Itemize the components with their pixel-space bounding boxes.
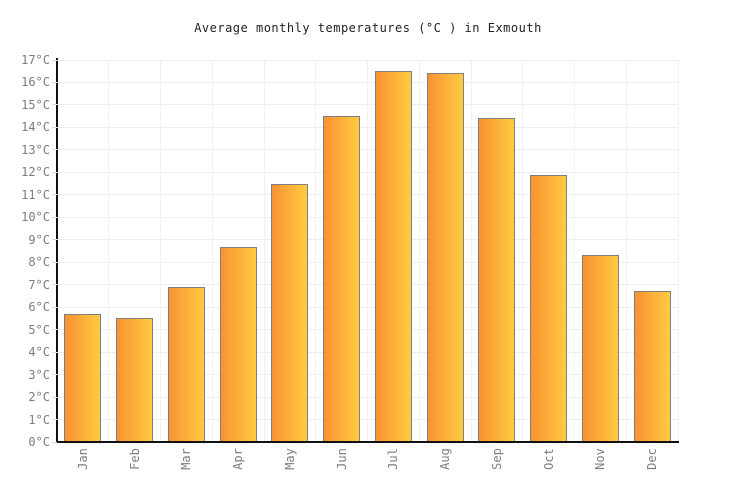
gridline-v <box>315 60 317 442</box>
x-axis-label-may: May <box>282 448 297 470</box>
y-axis-label: 11°C <box>21 187 50 202</box>
x-axis-label-feb: Feb <box>127 448 142 470</box>
y-axis-label: 17°C <box>21 53 50 67</box>
x-axis-label-nov: Nov <box>593 448 608 470</box>
bar-jan <box>64 313 102 442</box>
x-axis-line <box>56 441 679 443</box>
y-axis-label: 6°C <box>28 300 50 315</box>
y-axis-label: 1°C <box>28 412 50 427</box>
y-axis-tick <box>52 149 57 151</box>
y-axis-tick <box>52 329 57 331</box>
bar-apr <box>219 246 257 442</box>
y-axis-label: 2°C <box>28 390 50 405</box>
y-axis-tick <box>52 104 57 106</box>
gridline-v <box>108 60 110 442</box>
y-axis-tick <box>52 81 57 83</box>
y-axis-label: 16°C <box>21 75 50 90</box>
y-axis-label: 5°C <box>28 322 50 337</box>
y-axis-label: 14°C <box>21 120 50 135</box>
gridline-v <box>677 60 679 442</box>
y-axis-tick <box>52 126 57 128</box>
y-axis-tick <box>52 396 57 398</box>
y-axis-tick <box>52 216 57 218</box>
chart-title: Average monthly temperatures (°C ) in Ex… <box>194 21 542 35</box>
gridline-h <box>57 216 678 218</box>
gridline-v <box>211 60 213 442</box>
x-axis-label-dec: Dec <box>645 448 660 470</box>
y-axis-label: 8°C <box>28 255 50 270</box>
bar-mar <box>167 286 205 442</box>
gridline-v <box>160 60 161 442</box>
y-axis-label: 10°C <box>21 210 50 225</box>
gridline-h <box>57 171 678 173</box>
y-axis-label: 13°C <box>21 142 50 157</box>
y-axis-tick <box>52 194 57 196</box>
y-axis-tick <box>52 306 57 308</box>
x-axis-label-sep: Sep <box>489 448 504 470</box>
y-axis-tick <box>52 419 57 421</box>
x-axis-label-jul: Jul <box>386 448 401 470</box>
y-axis-label: 15°C <box>21 97 50 112</box>
bar-may <box>271 183 309 442</box>
y-axis-label: 12°C <box>21 165 50 180</box>
y-axis-label: 0°C <box>28 435 50 449</box>
bar-oct <box>530 174 568 442</box>
y-axis-label: 7°C <box>28 277 50 292</box>
gridline-v <box>263 60 265 442</box>
gridline-v <box>418 60 420 442</box>
gridline-h <box>57 59 678 61</box>
y-axis-tick <box>52 284 57 286</box>
gridline-v <box>470 60 472 442</box>
gridline-v <box>367 60 368 442</box>
x-axis-label-jan: Jan <box>75 448 90 470</box>
y-axis-tick <box>52 59 57 61</box>
y-axis-label: 3°C <box>28 367 50 382</box>
y-axis-tick <box>52 374 57 376</box>
y-axis-line <box>56 58 58 443</box>
y-axis-label: 4°C <box>28 345 50 360</box>
y-axis-tick <box>52 239 57 241</box>
bar-nov <box>581 255 619 442</box>
x-axis-label-aug: Aug <box>438 448 453 470</box>
gridline-h <box>57 149 678 151</box>
bar-jul <box>374 71 412 442</box>
y-axis-tick <box>52 351 57 353</box>
gridline-v <box>574 60 575 442</box>
bar-jun <box>323 116 361 442</box>
plot-area <box>57 59 679 442</box>
y-axis-tick <box>52 441 57 443</box>
gridline-h <box>57 104 678 106</box>
gridline-h <box>57 239 678 241</box>
bar-feb <box>116 318 154 442</box>
y-axis-tick <box>52 171 57 173</box>
x-axis-label-oct: Oct <box>541 448 556 470</box>
y-axis-label: 9°C <box>28 232 50 247</box>
gridline-h <box>57 126 678 128</box>
x-axis-label-jun: Jun <box>334 448 349 470</box>
x-axis-label-apr: Apr <box>231 448 246 470</box>
bar-dec <box>633 291 671 442</box>
gridline-h <box>57 194 678 196</box>
gridline-v <box>625 60 627 442</box>
gridline-h <box>57 81 678 83</box>
x-axis-label-mar: Mar <box>179 448 194 470</box>
bar-aug <box>426 73 464 442</box>
y-axis-tick <box>52 261 57 263</box>
gridline-v <box>522 60 524 442</box>
bar-sep <box>478 118 516 442</box>
